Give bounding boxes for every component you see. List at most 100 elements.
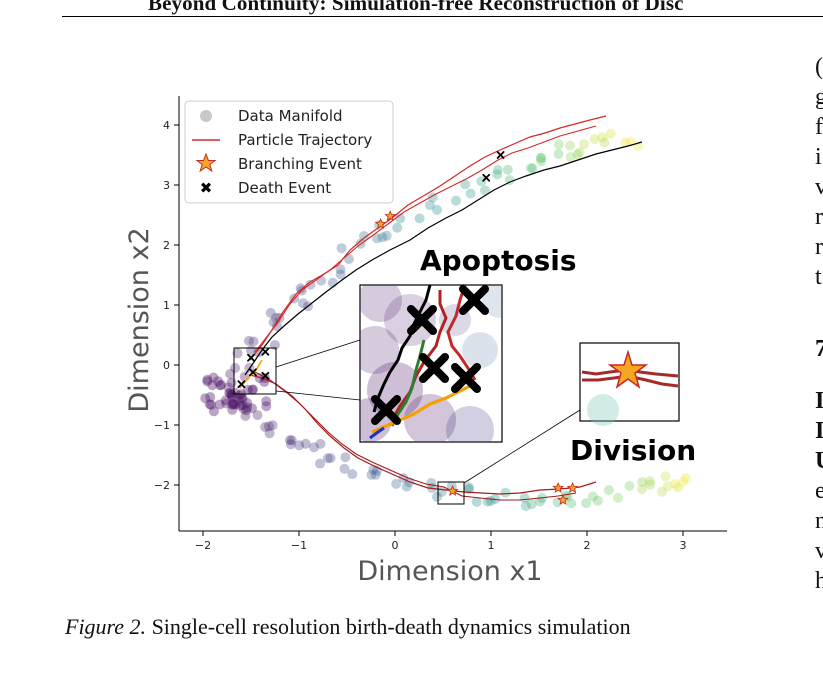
apoptosis-connector-1 xyxy=(275,339,361,368)
manifold-point xyxy=(460,179,471,190)
manifold-point xyxy=(207,380,218,391)
right-line: r xyxy=(815,204,823,230)
manifold-point xyxy=(325,453,336,464)
manifold-point xyxy=(463,482,474,493)
manifold-point xyxy=(242,402,253,413)
right-line: ( xyxy=(815,54,823,80)
manifold-point xyxy=(230,363,241,373)
y-ticks: 4 3 2 1 0 −1 −2 xyxy=(154,119,179,492)
manifold-point xyxy=(261,396,272,407)
manifold-point xyxy=(224,387,235,398)
division-inset-box xyxy=(437,481,465,505)
branching-event-star xyxy=(374,217,387,229)
right-line: U xyxy=(815,446,823,476)
manifold-point xyxy=(553,139,564,150)
branching-event-star xyxy=(446,484,459,496)
manifold-point xyxy=(599,137,610,148)
x-axis-label: Dimension x1 xyxy=(357,556,542,587)
manifold-point xyxy=(597,132,608,143)
manifold-point xyxy=(202,374,213,385)
manifold-point xyxy=(660,471,671,482)
right-line: r xyxy=(815,234,823,260)
manifold-point xyxy=(336,243,347,254)
y-tick-label: 4 xyxy=(163,119,170,132)
event-markers xyxy=(237,151,579,505)
right-line: e xyxy=(815,478,823,504)
manifold-point xyxy=(263,421,274,432)
manifold-point xyxy=(603,485,614,495)
manifold-point xyxy=(284,435,295,446)
manifold-point xyxy=(535,152,546,163)
manifold-point xyxy=(502,164,513,175)
manifold-point xyxy=(366,469,377,480)
branching-event-star xyxy=(384,210,397,222)
legend-entry-death: Death Event xyxy=(238,179,331,197)
death-event-marker xyxy=(496,151,505,159)
manifold-point xyxy=(252,410,263,421)
manifold-point xyxy=(446,481,457,492)
manifold-point xyxy=(637,484,648,495)
manifold-point xyxy=(228,399,239,410)
manifold-point xyxy=(678,476,689,487)
right-line: v xyxy=(815,174,823,200)
death-event-marker xyxy=(261,371,270,380)
manifold-point xyxy=(359,231,369,241)
manifold-point xyxy=(605,128,616,139)
trajectory-black xyxy=(244,141,643,376)
right-line: f xyxy=(815,114,823,140)
manifold-point xyxy=(504,175,515,186)
manifold-point xyxy=(370,469,381,480)
branching-event-star xyxy=(557,493,569,505)
apoptosis-inset-box xyxy=(233,347,277,395)
manifold-point xyxy=(432,204,443,215)
manifold-point xyxy=(340,452,351,463)
branching-event-star xyxy=(552,481,565,493)
manifold-point xyxy=(294,440,305,451)
manifold-point xyxy=(227,392,238,403)
manifold-point xyxy=(480,185,490,196)
x-tick-label: −1 xyxy=(291,539,307,552)
manifold-point xyxy=(574,147,585,158)
manifold-point xyxy=(339,463,350,474)
manifold-point xyxy=(244,335,254,346)
legend: ✖ Data Manifold Particle Trajectory Bran… xyxy=(184,100,394,204)
legend-manifold-marker xyxy=(200,110,212,122)
zoom-death-marker xyxy=(419,353,449,383)
manifold-point xyxy=(247,384,258,395)
manifold-point xyxy=(465,188,476,199)
y-tick-label: −2 xyxy=(154,479,170,492)
manifold-point xyxy=(234,390,245,401)
manifold-point xyxy=(414,213,425,224)
manifold-point xyxy=(253,347,264,358)
y-tick-label: 3 xyxy=(163,179,170,192)
manifold-point xyxy=(300,438,311,449)
death-event-marker xyxy=(261,347,270,356)
manifold-point xyxy=(589,134,600,145)
manifold-point xyxy=(242,397,253,408)
manifold-point xyxy=(267,420,278,431)
caption-label: Figure 2. xyxy=(65,614,147,639)
zoom-death-marker xyxy=(451,363,481,393)
division-zoom-panel xyxy=(579,342,680,426)
manifold-point xyxy=(620,137,631,148)
manifold-point xyxy=(248,384,258,395)
manifold-point xyxy=(566,498,577,509)
right-line: I xyxy=(815,418,823,444)
manifold-point xyxy=(247,403,257,414)
manifold-point xyxy=(581,498,592,509)
x-tick-label: −2 xyxy=(195,539,211,552)
division-connector-1 xyxy=(463,409,581,484)
manifold-point xyxy=(322,453,333,464)
manifold-point xyxy=(230,387,240,398)
manifold-point xyxy=(662,481,673,492)
manifold-point xyxy=(492,164,503,175)
manifold-point xyxy=(347,469,358,480)
manifold-point xyxy=(395,213,406,224)
zoom-death-marker xyxy=(459,285,489,315)
manifold-point xyxy=(500,487,511,498)
manifold-point xyxy=(241,405,252,416)
manifold-point xyxy=(238,403,249,414)
manifold-point xyxy=(213,376,224,387)
manifold-point xyxy=(315,438,326,449)
manifold-point xyxy=(381,230,392,241)
